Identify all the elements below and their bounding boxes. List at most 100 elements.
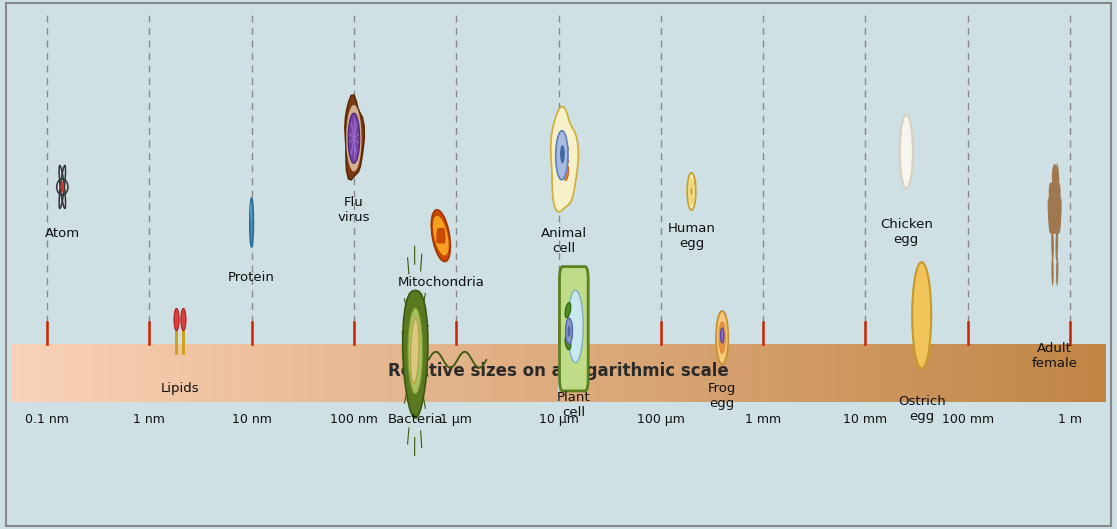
Bar [715,344,717,402]
Bar [153,344,156,402]
Bar [25,344,28,402]
Bar [605,344,608,402]
Bar [849,344,851,402]
Text: Human
egg: Human egg [668,222,715,250]
Text: Frog
egg: Frog egg [708,382,736,410]
Polygon shape [408,308,422,394]
Bar [898,344,900,402]
Bar [474,344,476,402]
Bar [632,344,636,402]
Bar [296,344,298,402]
Bar [815,344,819,402]
Bar [64,344,66,402]
Bar [115,344,118,402]
Bar [462,344,466,402]
Bar [695,344,698,402]
Circle shape [690,188,693,195]
Bar [337,344,340,402]
Bar [487,344,490,402]
Bar [936,344,939,402]
Bar [706,344,709,402]
Bar [1104,344,1106,402]
Bar [55,344,58,402]
Bar [827,344,830,402]
Bar [121,344,123,402]
Ellipse shape [1057,163,1059,186]
Circle shape [61,182,64,192]
Bar [102,344,104,402]
Bar [392,344,394,402]
Text: 10 μm: 10 μm [538,413,579,426]
Bar [66,344,68,402]
Text: 100 mm: 100 mm [942,413,994,426]
Polygon shape [551,106,579,212]
Bar [611,344,613,402]
Bar [162,344,164,402]
Bar [123,344,126,402]
Bar [1068,344,1070,402]
Bar [257,344,260,402]
Bar [244,344,247,402]
Bar [534,344,536,402]
Bar [173,344,175,402]
Bar [283,344,285,402]
Bar [375,344,378,402]
Bar [71,344,74,402]
Bar [783,344,785,402]
Bar [764,344,766,402]
Bar [356,344,359,402]
Bar [381,344,383,402]
Bar [545,344,547,402]
Bar [408,344,411,402]
Bar [709,344,712,402]
Bar [949,344,953,402]
Bar [742,344,745,402]
Bar [1049,344,1051,402]
Bar [1098,344,1100,402]
Bar [170,344,173,402]
Bar [1034,344,1038,402]
Bar [800,344,802,402]
Bar [999,344,1002,402]
Ellipse shape [564,166,569,180]
Bar [794,344,796,402]
Text: Animal
cell: Animal cell [541,227,586,255]
Bar [309,344,313,402]
Bar [30,344,34,402]
Bar [372,344,375,402]
Polygon shape [349,113,360,163]
Bar [621,344,624,402]
Bar [745,344,747,402]
Bar [443,344,447,402]
Ellipse shape [1056,229,1058,260]
Text: 0.1 nm: 0.1 nm [25,413,69,426]
Bar [1021,344,1023,402]
Bar [68,344,71,402]
Bar [536,344,540,402]
Bar [887,344,889,402]
Bar [364,344,366,402]
Bar [857,344,859,402]
Bar [651,344,655,402]
Ellipse shape [250,198,254,247]
Bar [1032,344,1034,402]
Bar [96,344,98,402]
Bar [804,344,808,402]
Text: Chicken
egg: Chicken egg [880,218,933,246]
Bar [293,344,296,402]
Bar [808,344,810,402]
Bar [277,344,279,402]
Bar [430,344,432,402]
Bar [630,344,632,402]
Bar [791,344,794,402]
Bar [855,344,857,402]
Bar [1076,344,1078,402]
Bar [509,344,512,402]
Bar [460,344,462,402]
Bar [1008,344,1010,402]
Bar [909,344,911,402]
Bar [953,344,955,402]
Bar [168,344,170,402]
Bar [868,344,870,402]
Circle shape [1052,164,1058,188]
